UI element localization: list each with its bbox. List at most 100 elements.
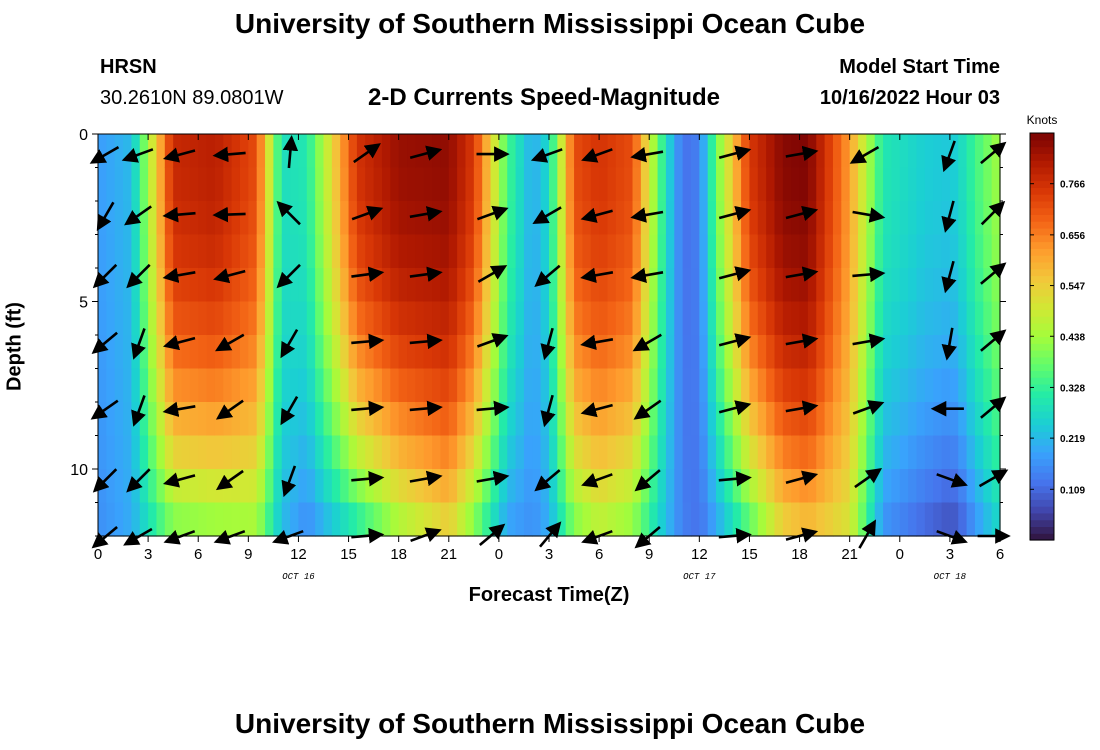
- heatmap-cell: [766, 234, 776, 269]
- heatmap-cell: [774, 234, 784, 269]
- heatmap-cell: [599, 402, 609, 437]
- heatmap-cell: [315, 502, 325, 537]
- heatmap-cell: [507, 368, 517, 403]
- heatmap-cell: [941, 402, 951, 437]
- heatmap-cell: [807, 234, 817, 269]
- heatmap-cell: [407, 335, 416, 370]
- heatmap-cell: [398, 301, 408, 336]
- heatmap-cell: [665, 301, 675, 336]
- current-vector-arrow: [212, 146, 246, 163]
- current-vector-arrow: [534, 264, 561, 288]
- heatmap-cell: [432, 469, 442, 504]
- colorbar-swatch: [1030, 445, 1054, 453]
- heatmap-cell: [874, 201, 884, 236]
- colorbar-swatch: [1030, 221, 1054, 229]
- colorbar-swatch: [1030, 343, 1054, 351]
- heatmap-cell: [381, 402, 391, 437]
- heatmap-cell: [139, 201, 149, 236]
- heatmap-cell: [966, 268, 976, 303]
- heatmap-cell: [98, 368, 107, 403]
- heatmap-cell: [457, 268, 467, 303]
- heatmap-cell: [189, 201, 199, 236]
- heatmap-cell: [214, 435, 224, 470]
- heatmap-cell: [189, 335, 199, 370]
- heatmap-cell: [649, 268, 659, 303]
- colorbar-swatch: [1030, 492, 1054, 500]
- heatmap-cell: [114, 301, 124, 336]
- heatmap-cell: [757, 469, 767, 504]
- heatmap-cell: [883, 335, 893, 370]
- heatmap-cell: [749, 268, 759, 303]
- heatmap-cell: [849, 167, 859, 202]
- heatmap-cell: [540, 301, 550, 336]
- x-tick-label: 0: [94, 546, 102, 563]
- heatmap-cell: [741, 201, 751, 236]
- heatmap-cell: [924, 335, 934, 370]
- heatmap-cell: [432, 502, 442, 537]
- heatmap-cell: [866, 402, 876, 437]
- heatmap-cell: [774, 268, 784, 303]
- heatmap-cell: [348, 234, 358, 269]
- heatmap-cell: [924, 402, 934, 437]
- heatmap-cell: [716, 435, 725, 470]
- heatmap-cell: [782, 301, 792, 336]
- heatmap-cell: [231, 402, 241, 437]
- heatmap-cell: [189, 368, 199, 403]
- heatmap-cell: [782, 435, 792, 470]
- x-tick-label: 21: [440, 546, 457, 563]
- heatmap-cell: [223, 469, 233, 504]
- heatmap-cell: [640, 201, 650, 236]
- heatmap-cell: [131, 368, 141, 403]
- heatmap-cell: [164, 435, 174, 470]
- heatmap-cell: [490, 335, 500, 370]
- heatmap-cell: [724, 234, 734, 269]
- heatmap-cell: [323, 502, 333, 537]
- heatmap-cell: [816, 134, 826, 169]
- heatmap-cell: [607, 502, 617, 537]
- heatmap-cell: [674, 435, 684, 470]
- heatmap-cell: [832, 368, 842, 403]
- heatmap-cell: [774, 134, 784, 169]
- heatmap-cell: [874, 167, 884, 202]
- heatmap-cell: [239, 502, 249, 537]
- heatmap-cell: [624, 502, 634, 537]
- heatmap-cell: [448, 469, 458, 504]
- heatmap-cell: [465, 268, 475, 303]
- heatmap-cell: [223, 234, 233, 269]
- heatmap-cell: [916, 435, 926, 470]
- heatmap-cell: [532, 201, 542, 236]
- heatmap-cell: [398, 268, 408, 303]
- heatmap-cell: [114, 469, 124, 504]
- x-tick-label: 9: [244, 546, 252, 563]
- current-vector-arrow: [785, 333, 819, 349]
- heatmap-cell: [515, 134, 525, 169]
- heatmap-cell: [582, 402, 592, 437]
- heatmap-cell: [173, 268, 183, 303]
- heatmap-cell: [841, 201, 851, 236]
- heatmap-cell: [933, 201, 943, 236]
- heatmap-cell: [498, 234, 508, 269]
- heatmap-cell: [181, 268, 191, 303]
- heatmap-cell: [515, 335, 525, 370]
- heatmap-cell: [256, 167, 266, 202]
- heatmap-cell: [874, 402, 884, 437]
- heatmap-cell: [298, 167, 308, 202]
- heatmap-cell: [766, 301, 776, 336]
- heatmap-cell: [440, 301, 450, 336]
- heatmap-cell: [640, 234, 650, 269]
- heatmap-cell: [816, 502, 826, 537]
- heatmap-cell: [340, 301, 350, 336]
- colorbar-swatch: [1030, 417, 1054, 426]
- colorbar-tick-label: 0.109: [1060, 485, 1085, 496]
- heatmap-cell: [632, 435, 642, 470]
- heatmap-cell: [523, 201, 533, 236]
- x-axis-label-text: Forecast Time(Z): [468, 584, 630, 606]
- heatmap-cell: [824, 435, 834, 470]
- colorbar-swatch: [1030, 336, 1054, 344]
- heatmap-cell: [832, 268, 842, 303]
- colorbar-swatch: [1030, 282, 1054, 290]
- heatmap-cell: [164, 301, 174, 336]
- heatmap-cell: [724, 368, 734, 403]
- heatmap-cell: [782, 134, 792, 169]
- heatmap-cell: [841, 134, 851, 169]
